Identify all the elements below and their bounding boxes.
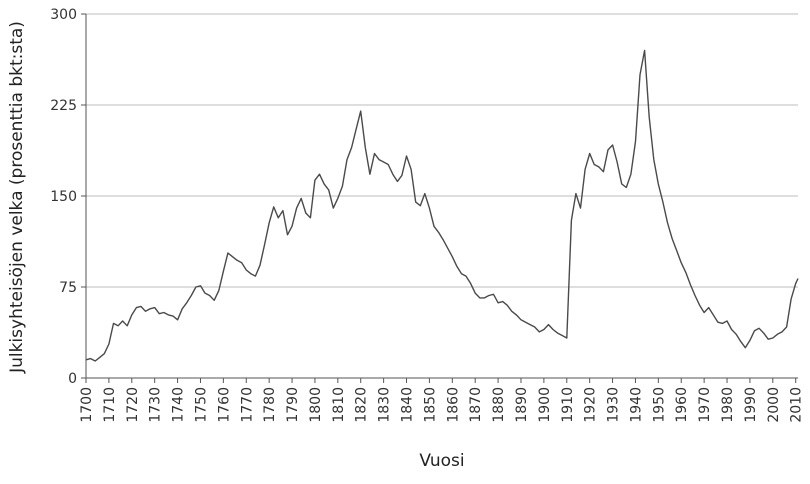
x-tick-label: 1830 [377, 387, 393, 423]
x-tick-label: 1820 [354, 387, 370, 423]
x-tick-label: 1730 [148, 387, 164, 423]
x-tick-label: 1700 [79, 387, 95, 423]
x-tick-label: 1920 [583, 387, 599, 423]
x-axis-title: Vuosi [419, 451, 464, 471]
x-tick-label: 1810 [331, 387, 347, 423]
tick-labels: 0 75 150 225 300 1700 1710 1720 1730 1740 1750 1760… [50, 7, 804, 423]
x-tick-label: 1870 [468, 387, 484, 423]
x-tick-label: 1780 [262, 387, 278, 423]
x-tick-label: 2010 [789, 387, 805, 423]
x-tick-label: 1990 [743, 387, 759, 423]
x-tick-label: 1860 [445, 387, 461, 423]
x-tick-label: 1740 [171, 387, 187, 423]
x-tick-label: 1930 [606, 387, 622, 423]
y-tick-label: 225 [50, 98, 77, 114]
x-tick-label: 1880 [491, 387, 507, 423]
series-layer [85, 49, 799, 362]
x-tick-label: 1750 [193, 387, 209, 423]
series-line [85, 49, 799, 362]
x-tick-label: 1800 [308, 387, 324, 423]
y-tick-label: 300 [50, 7, 77, 23]
axes [81, 13, 798, 383]
x-tick-label: 1950 [651, 387, 667, 423]
x-tick-label: 2000 [766, 387, 782, 423]
x-tick-label: 1710 [102, 387, 118, 423]
x-tick-label: 1960 [674, 387, 690, 423]
y-tick-label: 150 [50, 189, 77, 205]
y-tick-label: 75 [59, 280, 77, 296]
x-tick-label: 1790 [285, 387, 301, 423]
x-tick-label: 1940 [628, 387, 644, 423]
x-tick-label: 1900 [537, 387, 553, 423]
x-tick-label: 1760 [216, 387, 232, 423]
x-tick-label: 1720 [125, 387, 141, 423]
gridlines [86, 13, 798, 288]
x-tick-label: 1850 [422, 387, 438, 423]
x-tick-label: 1910 [560, 387, 576, 423]
x-tick-label: 1970 [697, 387, 713, 423]
y-tick-label: 0 [68, 371, 77, 387]
x-tick-label: 1840 [400, 387, 416, 423]
x-tick-label: 1980 [720, 387, 736, 423]
y-axis-title: Julkisyhteisöjen velka (prosenttia bkt:s… [7, 21, 27, 374]
x-tick-label: 1770 [239, 387, 255, 423]
x-tick-label: 1890 [514, 387, 530, 423]
